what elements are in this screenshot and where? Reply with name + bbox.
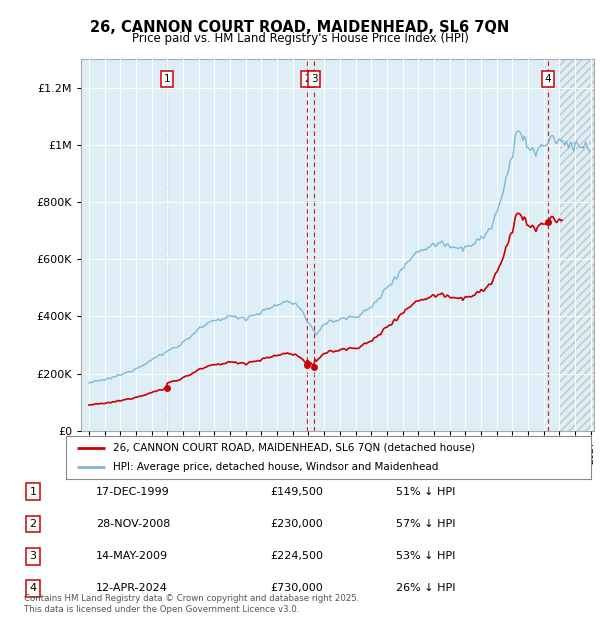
Text: 17-DEC-1999: 17-DEC-1999 xyxy=(96,487,170,497)
Text: 53% ↓ HPI: 53% ↓ HPI xyxy=(396,551,455,561)
Text: £149,500: £149,500 xyxy=(270,487,323,497)
Text: 12-APR-2024: 12-APR-2024 xyxy=(96,583,168,593)
Text: 2: 2 xyxy=(29,519,37,529)
Bar xyxy=(559,59,594,431)
Text: 2: 2 xyxy=(304,74,310,84)
Text: Price paid vs. HM Land Registry's House Price Index (HPI): Price paid vs. HM Land Registry's House … xyxy=(131,32,469,45)
Text: 3: 3 xyxy=(311,74,317,84)
Text: 1: 1 xyxy=(29,487,37,497)
Text: 26, CANNON COURT ROAD, MAIDENHEAD, SL6 7QN (detached house): 26, CANNON COURT ROAD, MAIDENHEAD, SL6 7… xyxy=(113,443,475,453)
Bar xyxy=(559,59,594,431)
Text: 4: 4 xyxy=(545,74,551,84)
Text: 26% ↓ HPI: 26% ↓ HPI xyxy=(396,583,455,593)
Text: £224,500: £224,500 xyxy=(270,551,323,561)
Text: 14-MAY-2009: 14-MAY-2009 xyxy=(96,551,168,561)
Text: 28-NOV-2008: 28-NOV-2008 xyxy=(96,519,170,529)
Text: 57% ↓ HPI: 57% ↓ HPI xyxy=(396,519,455,529)
Text: £730,000: £730,000 xyxy=(270,583,323,593)
Text: 26, CANNON COURT ROAD, MAIDENHEAD, SL6 7QN: 26, CANNON COURT ROAD, MAIDENHEAD, SL6 7… xyxy=(91,20,509,35)
Text: £230,000: £230,000 xyxy=(270,519,323,529)
Text: 51% ↓ HPI: 51% ↓ HPI xyxy=(396,487,455,497)
Text: 4: 4 xyxy=(29,583,37,593)
Text: Contains HM Land Registry data © Crown copyright and database right 2025.
This d: Contains HM Land Registry data © Crown c… xyxy=(24,595,359,614)
Text: 3: 3 xyxy=(29,551,37,561)
Text: HPI: Average price, detached house, Windsor and Maidenhead: HPI: Average price, detached house, Wind… xyxy=(113,463,439,472)
Text: 1: 1 xyxy=(163,74,170,84)
